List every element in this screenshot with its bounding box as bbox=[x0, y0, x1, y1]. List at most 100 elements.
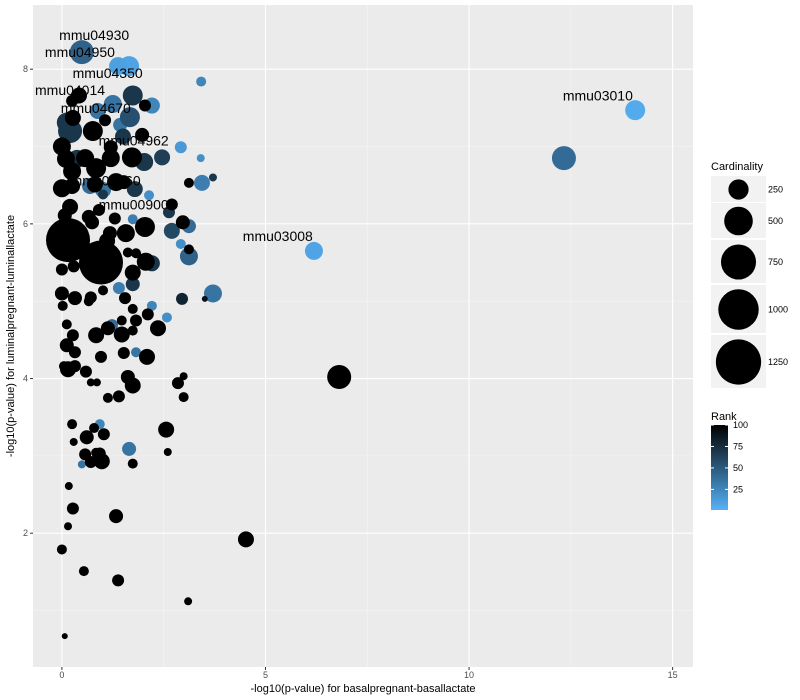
data-point bbox=[82, 121, 103, 142]
point-label: mmu04014 bbox=[35, 82, 105, 98]
data-point bbox=[89, 102, 106, 119]
data-point bbox=[79, 448, 92, 461]
data-point bbox=[112, 282, 125, 295]
data-point bbox=[116, 315, 127, 326]
plot-panel bbox=[33, 5, 693, 667]
data-point bbox=[122, 85, 143, 106]
size-legend-circle bbox=[720, 244, 757, 280]
data-point bbox=[193, 174, 210, 191]
data-point bbox=[183, 177, 194, 188]
size-legend-circle bbox=[715, 339, 762, 385]
data-point bbox=[144, 190, 155, 201]
data-point bbox=[67, 419, 78, 430]
data-point bbox=[165, 198, 178, 211]
data-point bbox=[64, 522, 73, 531]
data-point bbox=[163, 222, 180, 239]
data-point bbox=[184, 597, 193, 606]
data-point bbox=[92, 203, 105, 216]
data-point bbox=[127, 325, 138, 336]
data-point bbox=[208, 173, 217, 182]
data-point bbox=[114, 128, 131, 145]
point-label: mmu04350 bbox=[73, 65, 143, 81]
data-point bbox=[551, 146, 576, 171]
data-point bbox=[66, 94, 79, 107]
data-point bbox=[99, 114, 112, 127]
data-point bbox=[64, 177, 81, 194]
point-label: mmu03008 bbox=[243, 228, 313, 244]
data-point bbox=[146, 300, 157, 311]
data-point bbox=[163, 448, 172, 457]
data-point bbox=[154, 149, 171, 166]
data-point bbox=[127, 458, 138, 469]
y-tick-label: 4 bbox=[23, 374, 28, 384]
x-tick-label: 10 bbox=[464, 670, 474, 680]
data-point bbox=[179, 247, 198, 266]
data-point bbox=[135, 127, 150, 142]
data-point bbox=[327, 364, 352, 389]
data-point bbox=[124, 264, 141, 281]
data-point bbox=[55, 263, 68, 276]
color-legend-title: Rank bbox=[711, 411, 737, 423]
data-point bbox=[139, 348, 155, 365]
data-point bbox=[66, 502, 79, 515]
data-point bbox=[103, 140, 118, 155]
data-point bbox=[67, 291, 82, 306]
x-tick-label: 15 bbox=[668, 670, 678, 680]
data-point bbox=[108, 212, 121, 225]
data-point bbox=[138, 99, 151, 112]
data-point bbox=[81, 209, 96, 224]
data-point bbox=[174, 141, 187, 154]
data-point bbox=[92, 378, 101, 387]
data-point bbox=[196, 76, 207, 87]
data-point bbox=[89, 423, 100, 434]
data-point bbox=[116, 175, 131, 190]
data-point bbox=[52, 137, 71, 156]
data-point bbox=[57, 208, 72, 223]
data-point bbox=[122, 247, 133, 258]
data-point bbox=[161, 312, 172, 323]
point-label: mmu04930 bbox=[59, 27, 129, 43]
data-point bbox=[99, 232, 116, 249]
data-point bbox=[125, 277, 140, 292]
data-point bbox=[119, 292, 132, 305]
data-point bbox=[61, 633, 68, 640]
data-point bbox=[77, 460, 86, 469]
data-point bbox=[176, 292, 189, 305]
data-point bbox=[112, 390, 125, 403]
data-point bbox=[237, 531, 254, 548]
data-point bbox=[113, 326, 130, 343]
size-legend-label: 250 bbox=[768, 185, 783, 195]
data-point bbox=[86, 378, 95, 387]
data-point bbox=[175, 238, 186, 249]
data-point bbox=[94, 350, 107, 363]
data-point bbox=[64, 482, 73, 491]
x-tick-label: 0 bbox=[59, 670, 64, 680]
data-point bbox=[178, 392, 189, 403]
data-point bbox=[196, 154, 205, 163]
y-tick-label: 6 bbox=[23, 219, 28, 229]
data-point bbox=[88, 327, 105, 344]
size-legend-circle bbox=[718, 289, 759, 330]
data-point bbox=[58, 361, 69, 372]
size-legend-circle bbox=[724, 206, 753, 236]
color-legend-label: 100 bbox=[733, 420, 748, 430]
points bbox=[46, 40, 646, 640]
data-point bbox=[67, 260, 80, 273]
y-tick-label: 8 bbox=[23, 64, 28, 74]
data-point bbox=[79, 430, 94, 445]
data-point bbox=[122, 441, 137, 456]
point-label: mmu04360 bbox=[71, 173, 141, 189]
data-point bbox=[91, 447, 102, 458]
size-legend-label: 750 bbox=[768, 257, 783, 267]
color-legend-label: 50 bbox=[733, 463, 743, 473]
axis-ticks: 0 5 10 15 2 4 6 8 bbox=[23, 64, 678, 680]
data-point bbox=[54, 286, 69, 301]
data-point bbox=[100, 321, 115, 336]
data-point bbox=[98, 285, 109, 296]
data-point bbox=[109, 509, 124, 524]
data-point bbox=[127, 303, 138, 314]
color-legend-label: 75 bbox=[733, 441, 743, 451]
rank-colorbar bbox=[711, 425, 728, 510]
data-point bbox=[116, 224, 135, 243]
